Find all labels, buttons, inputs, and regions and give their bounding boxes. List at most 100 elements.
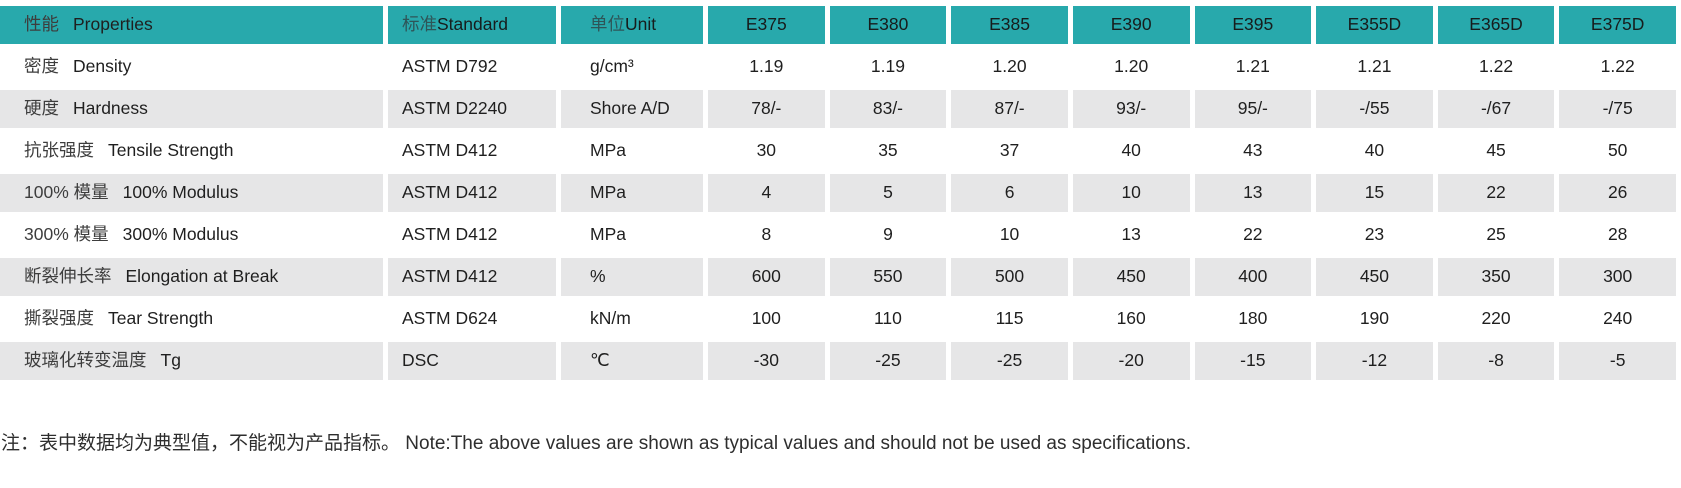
- value-cell-E365D: -/67: [1437, 90, 1555, 128]
- row-label: 撕裂强度 Tear Strength: [0, 300, 383, 338]
- value-cell-E375: 4: [708, 174, 825, 212]
- value-cell-E355D: 23: [1316, 216, 1433, 254]
- value-cell-E365D: 45: [1437, 132, 1555, 170]
- value-cell-E375: 1.19: [708, 48, 825, 86]
- row-unit: MPa: [561, 216, 703, 254]
- value-cell-E390: 13: [1072, 216, 1190, 254]
- row-label-en: Tensile Strength: [108, 140, 234, 161]
- row-standard: ASTM D2240: [388, 90, 556, 128]
- header-cell-standard: 标准 Standard: [388, 6, 556, 44]
- value-cell-E365D: 220: [1437, 300, 1555, 338]
- value-cell-E380: 110: [829, 300, 947, 338]
- header-properties-en: Properties: [73, 14, 153, 35]
- header-cell-model-E385: E385: [951, 6, 1068, 44]
- row-standard: ASTM D412: [388, 132, 556, 170]
- header-cell-model-E380: E380: [829, 6, 947, 44]
- row-label: 玻璃化转变温度 Tg: [0, 342, 383, 380]
- row-standard: ASTM D412: [388, 258, 556, 296]
- value-cell-E355D: -12: [1316, 342, 1433, 380]
- row-label-zh: 300% 模量: [24, 224, 109, 245]
- value-cell-E375: 78/-: [708, 90, 825, 128]
- header-cell-properties: 性能 Properties: [0, 6, 383, 44]
- value-cell-E395: 95/-: [1194, 90, 1312, 128]
- row-label-zh: 玻璃化转变温度: [24, 350, 147, 371]
- value-cell-E385: 500: [951, 258, 1068, 296]
- value-cell-E385: 115: [951, 300, 1068, 338]
- value-cell-E380: 550: [829, 258, 947, 296]
- row-unit: %: [561, 258, 703, 296]
- value-cell-E380: 35: [829, 132, 947, 170]
- value-cell-E365D: 22: [1437, 174, 1555, 212]
- value-cell-E395: 43: [1194, 132, 1312, 170]
- value-cell-E385: 37: [951, 132, 1068, 170]
- row-label-zh: 断裂伸长率: [24, 266, 112, 287]
- row-label-zh: 撕裂强度: [24, 308, 94, 329]
- value-cell-E390: 40: [1072, 132, 1190, 170]
- row-label: 300% 模量 300% Modulus: [0, 216, 383, 254]
- value-cell-E375D: 300: [1559, 258, 1676, 296]
- row-label-en: 300% Modulus: [122, 224, 239, 245]
- row-label-en: Hardness: [73, 98, 148, 119]
- value-cell-E395: 400: [1194, 258, 1312, 296]
- row-unit: MPa: [561, 174, 703, 212]
- value-cell-E395: 13: [1194, 174, 1312, 212]
- value-cell-E395: 22: [1194, 216, 1312, 254]
- value-cell-E375: -30: [708, 342, 825, 380]
- row-unit: MPa: [561, 132, 703, 170]
- value-cell-E375D: 240: [1559, 300, 1676, 338]
- value-cell-E385: 1.20: [951, 48, 1068, 86]
- value-cell-E390: -20: [1072, 342, 1190, 380]
- header-cell-model-E395: E395: [1194, 6, 1312, 44]
- header-properties-zh: 性能: [24, 14, 59, 35]
- row-label-zh: 硬度: [24, 98, 59, 119]
- row-unit: ℃: [561, 342, 703, 380]
- header-cell-model-E375: E375: [708, 6, 825, 44]
- header-cell-model-E375D: E375D: [1559, 6, 1676, 44]
- value-cell-E375: 600: [708, 258, 825, 296]
- row-standard: DSC: [388, 342, 556, 380]
- value-cell-E385: -25: [951, 342, 1068, 380]
- footnote: 注：表中数据均为典型值，不能视为产品指标。 Note:The above val…: [1, 433, 1192, 454]
- value-cell-E385: 6: [951, 174, 1068, 212]
- row-label-zh: 抗张强度: [24, 140, 94, 161]
- row-label: 硬度 Hardness: [0, 90, 383, 128]
- value-cell-E390: 10: [1072, 174, 1190, 212]
- value-cell-E380: 83/-: [829, 90, 947, 128]
- row-label-en: Tear Strength: [108, 308, 214, 329]
- row-label-en: Tg: [160, 350, 181, 371]
- header-unit-zh: 单位: [590, 14, 625, 35]
- value-cell-E355D: 190: [1316, 300, 1433, 338]
- header-standard-zh: 标准: [402, 14, 437, 35]
- row-label: 密度 Density: [0, 48, 383, 86]
- header-cell-model-E355D: E355D: [1316, 6, 1433, 44]
- properties-table: 性能 Properties 标准 Standard 单位 Unit E375 E3…: [0, 6, 1676, 380]
- value-cell-E375: 30: [708, 132, 825, 170]
- row-label: 100% 模量 100% Modulus: [0, 174, 383, 212]
- value-cell-E355D: 1.21: [1316, 48, 1433, 86]
- row-label: 抗张强度 Tensile Strength: [0, 132, 383, 170]
- value-cell-E375D: -5: [1559, 342, 1676, 380]
- header-standard-en: Standard: [437, 14, 509, 35]
- value-cell-E395: 1.21: [1194, 48, 1312, 86]
- row-label-en: Elongation at Break: [125, 266, 279, 287]
- value-cell-E355D: 450: [1316, 258, 1433, 296]
- value-cell-E375: 8: [708, 216, 825, 254]
- value-cell-E390: 160: [1072, 300, 1190, 338]
- row-unit: kN/m: [561, 300, 703, 338]
- header-unit-en: Unit: [625, 14, 657, 35]
- row-standard: ASTM D792: [388, 48, 556, 86]
- value-cell-E385: 10: [951, 216, 1068, 254]
- value-cell-E380: 5: [829, 174, 947, 212]
- row-label: 断裂伸长率 Elongation at Break: [0, 258, 383, 296]
- value-cell-E380: 9: [829, 216, 947, 254]
- row-unit: Shore A/D: [561, 90, 703, 128]
- row-label-zh: 密度: [24, 56, 59, 77]
- value-cell-E375D: 50: [1559, 132, 1676, 170]
- row-standard: ASTM D412: [388, 216, 556, 254]
- row-label-zh: 100% 模量: [24, 182, 109, 203]
- header-cell-unit: 单位 Unit: [561, 6, 703, 44]
- value-cell-E395: -15: [1194, 342, 1312, 380]
- value-cell-E365D: 25: [1437, 216, 1555, 254]
- row-label-en: 100% Modulus: [122, 182, 239, 203]
